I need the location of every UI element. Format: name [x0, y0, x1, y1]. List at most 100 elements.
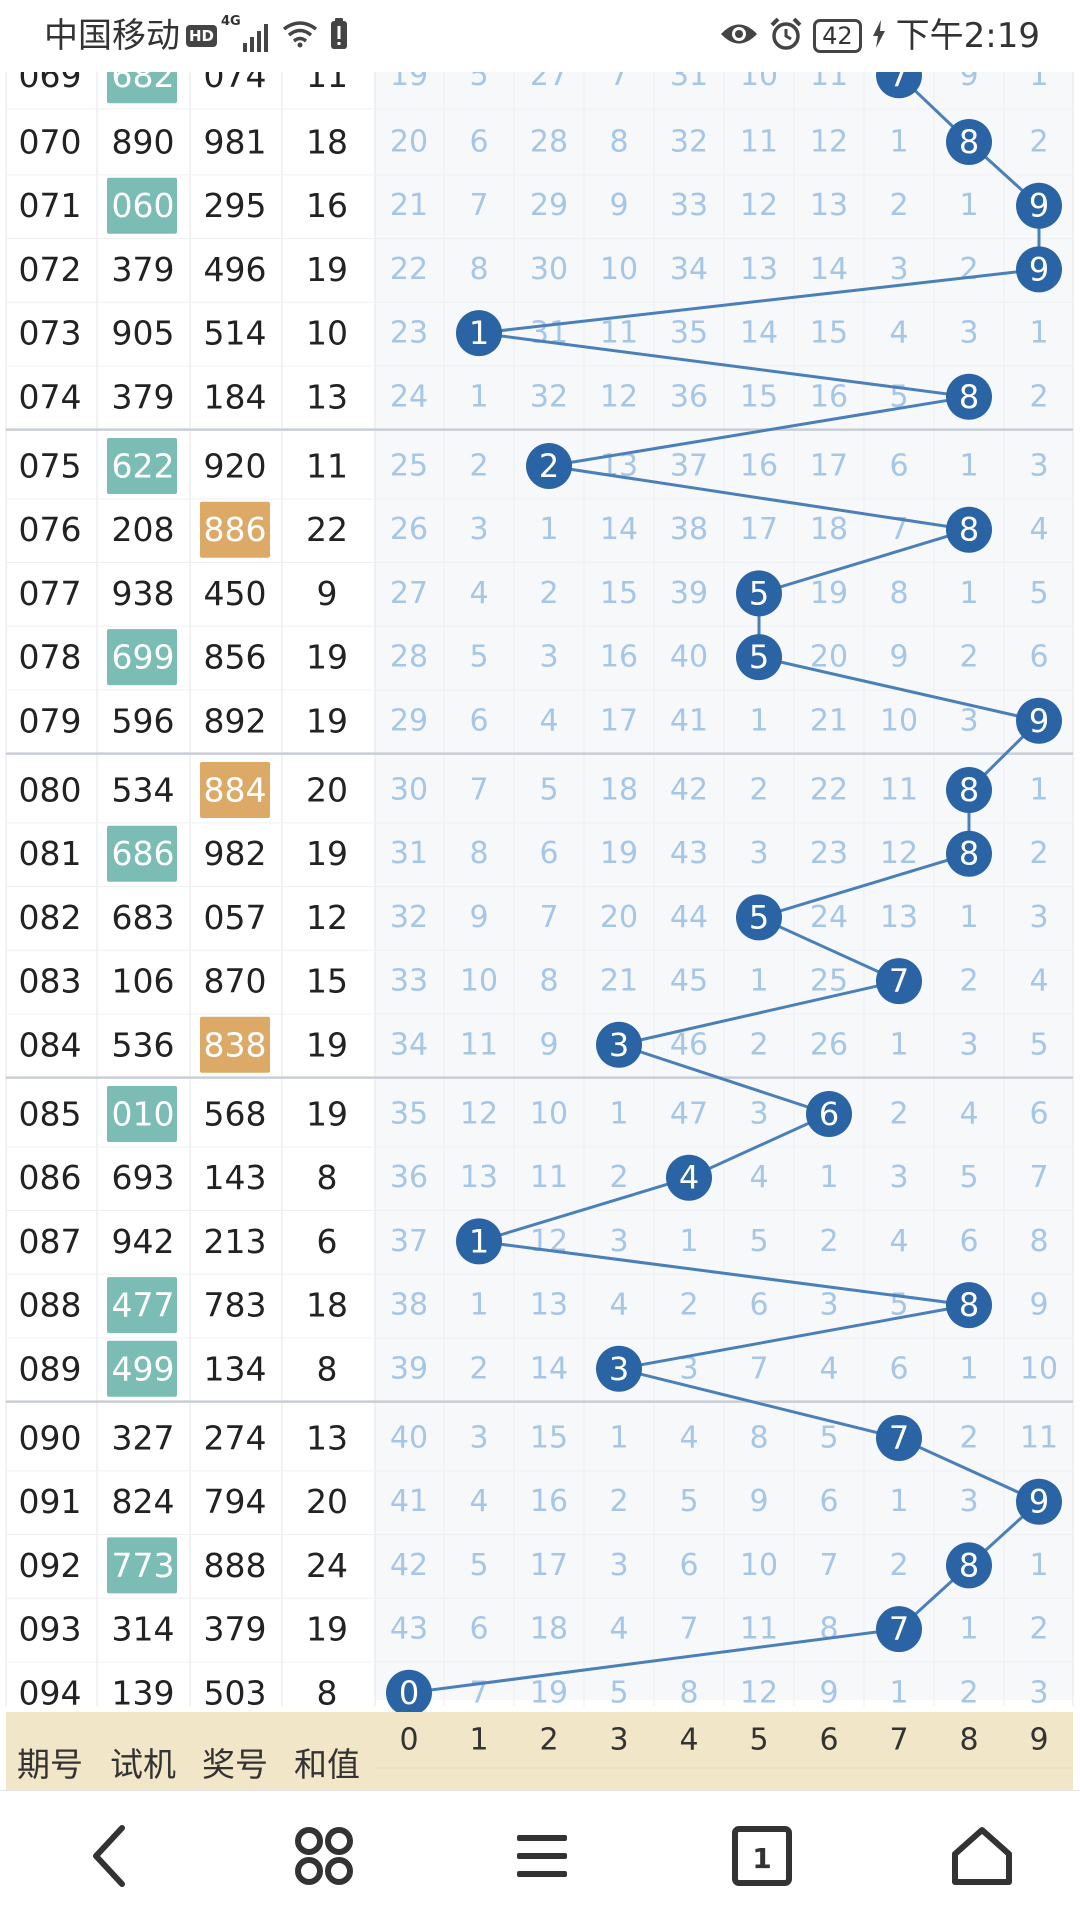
tabs-button[interactable]: 1: [722, 1821, 802, 1891]
hit-ball-digit: 8: [959, 1286, 979, 1324]
trial-cell: 534: [112, 771, 175, 810]
hit-ball: [1016, 246, 1062, 293]
trial-cell: 060: [112, 186, 175, 225]
home-button[interactable]: [942, 1821, 1022, 1891]
draw-cell: 568: [204, 1095, 267, 1134]
miss-cell: 20: [600, 900, 638, 935]
header-digit: 8: [959, 1723, 978, 1758]
header-digit: 1: [469, 1723, 488, 1758]
wifi-icon: [282, 19, 318, 53]
miss-cell: 7: [539, 900, 558, 935]
draw-cell: 074: [204, 72, 267, 95]
miss-cell: 16: [530, 1484, 568, 1519]
miss-cell: 2: [679, 1288, 698, 1323]
miss-cell: 12: [740, 1675, 778, 1710]
apps-button[interactable]: [284, 1821, 364, 1891]
miss-cell: 10: [740, 72, 778, 93]
trial-cell: 139: [112, 1673, 175, 1712]
hit-ball: [946, 373, 992, 420]
miss-cell: 22: [810, 773, 848, 808]
miss-cell: 2: [889, 1548, 908, 1583]
draw-cell: 892: [204, 701, 267, 740]
miss-cell: 7: [679, 1612, 698, 1647]
miss-cell: 16: [740, 449, 778, 484]
miss-cell: 6: [959, 1224, 978, 1259]
draw-cell: 856: [204, 638, 267, 677]
period-cell: 090: [19, 1419, 82, 1458]
hit-ball-digit: 8: [959, 123, 979, 161]
miss-cell: 12: [880, 836, 918, 871]
trend-table: 069 682 074 11 19 5 27 7 31 10 11 9 1 070 890 981 18 20 6 2…: [0, 72, 1080, 1790]
miss-cell: 1: [1029, 72, 1048, 93]
alert-icon: [330, 18, 348, 54]
hit-ball-digit: 5: [749, 574, 769, 612]
hit-ball: [666, 1154, 712, 1201]
trial-cell: 683: [112, 898, 175, 937]
trial-cell: 905: [112, 314, 175, 353]
hit-ball: [526, 443, 572, 489]
back-icon: [93, 1825, 125, 1887]
miss-cell: 20: [390, 125, 428, 160]
miss-cell: 6: [469, 125, 488, 160]
miss-cell: 22: [390, 252, 428, 287]
miss-cell: 37: [670, 449, 708, 484]
miss-cell: 5: [819, 1421, 838, 1456]
miss-cell: 11: [600, 316, 638, 351]
sum-cell: 13: [306, 1419, 348, 1458]
period-cell: 074: [19, 377, 82, 416]
hit-ball-digit: 9: [1029, 1483, 1049, 1521]
carrier-name: 中国移动: [44, 16, 180, 56]
battery-level: 42: [813, 19, 862, 53]
miss-cell: 1: [609, 1097, 628, 1132]
miss-cell: 3: [609, 1224, 628, 1259]
sum-cell: 19: [306, 1025, 348, 1064]
miss-cell: 28: [530, 125, 568, 160]
hit-ball: [876, 1415, 922, 1461]
miss-cell: 2: [1029, 1612, 1048, 1647]
miss-cell: 21: [600, 964, 638, 999]
header-bg: [6, 1712, 1073, 1790]
hit-ball-digit: 7: [889, 1419, 909, 1457]
draw-cell: 982: [204, 834, 267, 873]
miss-cell: 47: [670, 1097, 708, 1132]
draw-cell: 981: [204, 123, 267, 162]
miss-cell: 4: [469, 576, 488, 611]
miss-cell: 1: [959, 188, 978, 223]
miss-cell: 15: [740, 379, 778, 414]
miss-cell: 40: [670, 640, 708, 675]
miss-cell: 4: [749, 1160, 768, 1195]
miss-cell: 19: [390, 72, 428, 93]
header-sum: 和值: [294, 1745, 360, 1784]
miss-cell: 3: [469, 512, 488, 547]
draw-cell: 057: [204, 898, 267, 937]
tab-icon: 1: [732, 1826, 792, 1886]
miss-cell: 2: [819, 1224, 838, 1259]
miss-cell: 9: [889, 640, 908, 675]
draw-cell: 514: [204, 314, 267, 353]
miss-cell: 37: [390, 1224, 428, 1259]
sum-cell: 24: [306, 1546, 348, 1585]
hit-ball: [806, 1091, 852, 1137]
menu-button[interactable]: [502, 1821, 582, 1891]
hit-ball-digit: 7: [889, 72, 909, 94]
miss-cell: 6: [749, 1288, 768, 1323]
miss-cell: 15: [810, 316, 848, 351]
miss-cell: 4: [1029, 964, 1048, 999]
hit-ball-digit: 8: [959, 378, 979, 416]
period-cell: 094: [19, 1673, 82, 1712]
miss-cell: 4: [959, 1097, 978, 1132]
miss-cell: 6: [889, 449, 908, 484]
period-cell: 079: [19, 701, 82, 740]
trial-cell: 208: [112, 510, 175, 549]
miss-cell: 5: [469, 72, 488, 93]
sum-cell: 9: [317, 574, 338, 613]
hit-ball: [596, 1345, 642, 1392]
miss-cell: 18: [530, 1612, 568, 1647]
sum-cell: 15: [306, 962, 348, 1001]
hit-ball: [946, 506, 992, 553]
trial-cell: 536: [112, 1025, 175, 1064]
miss-cell: 7: [749, 1351, 768, 1386]
back-button[interactable]: [68, 1821, 148, 1891]
trial-cell: 596: [112, 701, 175, 740]
draw-cell: 870: [204, 962, 267, 1001]
